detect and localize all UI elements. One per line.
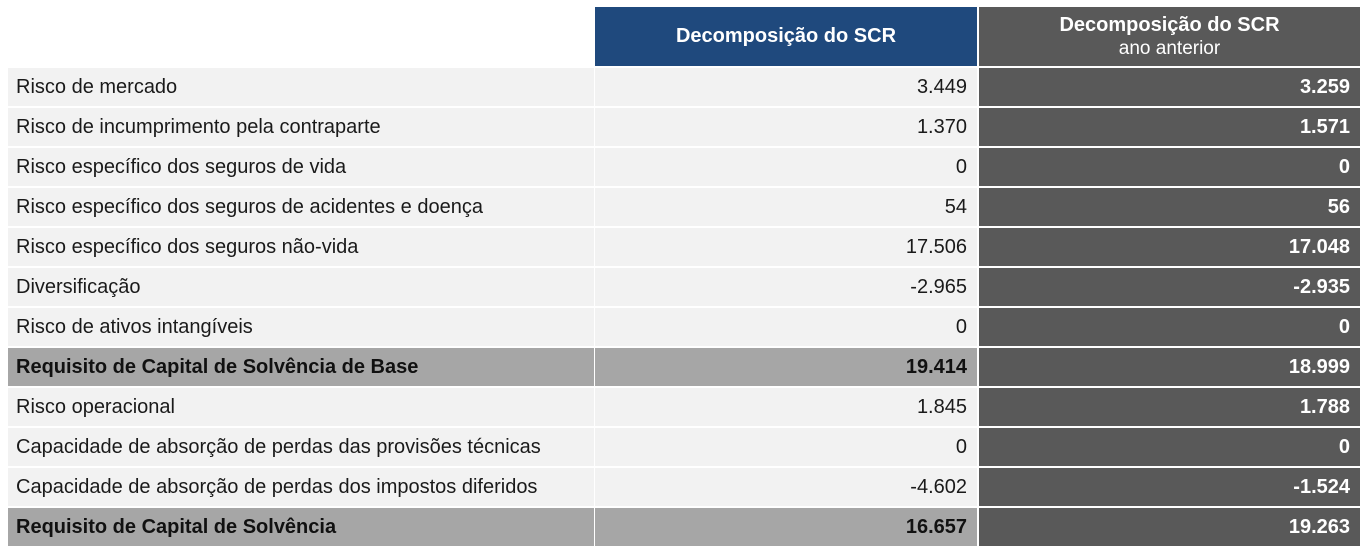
row-current-value: 16.657 <box>594 506 977 546</box>
row-label: Risco específico dos seguros de vida <box>8 146 594 186</box>
row-current-value: 0 <box>594 426 977 466</box>
row-previous-value: 17.048 <box>977 226 1360 266</box>
row-label: Requisito de Capital de Solvência de Bas… <box>8 346 594 386</box>
header-previous-year: Decomposição do SCR ano anterior <box>977 7 1360 66</box>
table-row: Risco de mercado 3.449 3.259 <box>8 66 1360 106</box>
row-label: Risco operacional <box>8 386 594 426</box>
row-previous-value: 0 <box>977 146 1360 186</box>
table-row: Risco de incumprimento pela contraparte … <box>8 106 1360 146</box>
row-current-value: 17.506 <box>594 226 977 266</box>
row-previous-value: 3.259 <box>977 66 1360 106</box>
row-label: Diversificação <box>8 266 594 306</box>
row-previous-value: 18.999 <box>977 346 1360 386</box>
row-current-value: 1.845 <box>594 386 977 426</box>
header-previous-subtitle: ano anterior <box>1118 37 1221 59</box>
row-previous-value: -1.524 <box>977 466 1360 506</box>
table-row-total: Requisito de Capital de Solvência de Bas… <box>8 346 1360 386</box>
table-row: Diversificação -2.965 -2.935 <box>8 266 1360 306</box>
row-label: Risco de ativos intangíveis <box>8 306 594 346</box>
row-previous-value: 1.788 <box>977 386 1360 426</box>
row-current-value: -4.602 <box>594 466 977 506</box>
row-previous-value: 0 <box>977 426 1360 466</box>
header-previous-title: Decomposição do SCR <box>1059 13 1280 36</box>
header-row: Decomposição do SCR Decomposição do SCR … <box>8 7 1360 66</box>
row-current-value: 19.414 <box>594 346 977 386</box>
row-current-value: 0 <box>594 146 977 186</box>
table-row-total: Requisito de Capital de Solvência 16.657… <box>8 506 1360 546</box>
row-current-value: -2.965 <box>594 266 977 306</box>
table-row: Risco de ativos intangíveis 0 0 <box>8 306 1360 346</box>
row-label: Risco de mercado <box>8 66 594 106</box>
header-blank-cell <box>8 7 594 66</box>
row-previous-value: -2.935 <box>977 266 1360 306</box>
table-row: Risco específico dos seguros de vida 0 0 <box>8 146 1360 186</box>
row-label: Risco específico dos seguros de acidente… <box>8 186 594 226</box>
table-row: Risco específico dos seguros de acidente… <box>8 186 1360 226</box>
row-previous-value: 1.571 <box>977 106 1360 146</box>
row-current-value: 1.370 <box>594 106 977 146</box>
row-current-value: 0 <box>594 306 977 346</box>
row-previous-value: 56 <box>977 186 1360 226</box>
row-current-value: 3.449 <box>594 66 977 106</box>
table-row: Capacidade de absorção de perdas dos imp… <box>8 466 1360 506</box>
table-row: Risco específico dos seguros não-vida 17… <box>8 226 1360 266</box>
row-previous-value: 19.263 <box>977 506 1360 546</box>
scr-decomposition-table: Decomposição do SCR Decomposição do SCR … <box>8 7 1360 546</box>
row-label: Capacidade de absorção de perdas das pro… <box>8 426 594 466</box>
table-row: Capacidade de absorção de perdas das pro… <box>8 426 1360 466</box>
row-label: Risco específico dos seguros não-vida <box>8 226 594 266</box>
table-body: Risco de mercado 3.449 3.259 Risco de in… <box>8 66 1360 546</box>
table-row: Risco operacional 1.845 1.788 <box>8 386 1360 426</box>
row-current-value: 54 <box>594 186 977 226</box>
row-label: Capacidade de absorção de perdas dos imp… <box>8 466 594 506</box>
header-current-year: Decomposição do SCR <box>594 7 977 66</box>
row-label: Risco de incumprimento pela contraparte <box>8 106 594 146</box>
row-previous-value: 0 <box>977 306 1360 346</box>
row-label: Requisito de Capital de Solvência <box>8 506 594 546</box>
